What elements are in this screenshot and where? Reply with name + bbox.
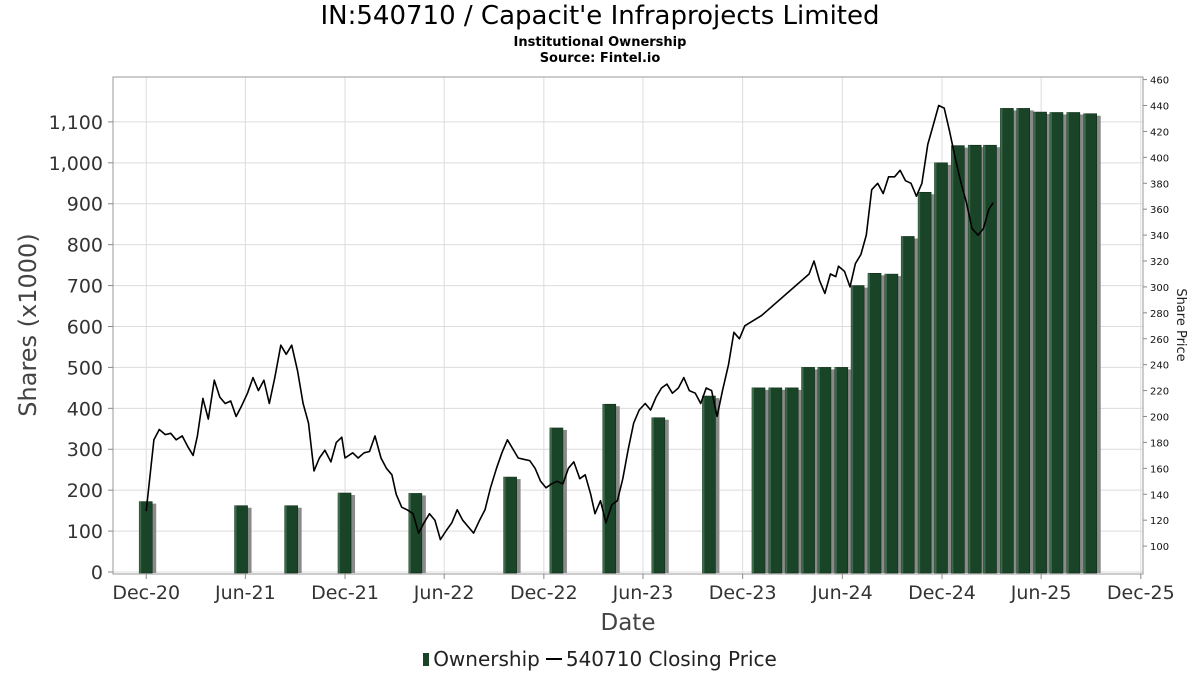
ownership-bar-highlight — [768, 387, 771, 573]
ownership-bar-highlight — [785, 387, 788, 573]
chart-source: Source: Fintel.io — [539, 51, 661, 66]
ownership-bar-highlight — [702, 396, 705, 573]
x-tick-label: Dec-25 — [1107, 582, 1175, 604]
y2-tick-label: 220 — [1150, 387, 1169, 398]
ownership-bar-highlight — [851, 285, 854, 573]
legend: Ownership 540710 Closing Price — [0, 647, 1200, 671]
y-tick-label: 700 — [67, 276, 103, 298]
chart-subtitle: Institutional Ownership — [513, 35, 687, 50]
y2-axis-title: Share Price — [1173, 288, 1188, 361]
ownership-bar-highlight — [284, 505, 287, 573]
ownership-bar-highlight — [934, 162, 937, 573]
x-tick-label: Jun-23 — [612, 582, 674, 604]
ownership-bar-highlight — [1016, 108, 1019, 573]
y2-tick-label: 460 — [1150, 76, 1169, 87]
y2-tick-label: 300 — [1150, 283, 1169, 294]
y-tick-label: 100 — [67, 521, 103, 543]
x-tick-label: Dec-24 — [908, 582, 976, 604]
x-tick-label: Jun-24 — [811, 582, 873, 604]
ownership-bar-highlight — [901, 236, 904, 573]
y-tick-label: 900 — [67, 194, 103, 216]
ownership-bar-highlight — [817, 367, 820, 573]
ownership-bar-highlight — [801, 367, 804, 573]
plot-frame — [112, 76, 1144, 575]
y2-tick-label: 140 — [1150, 490, 1169, 501]
y-tick-label: 300 — [67, 439, 103, 461]
y-tick-label: 500 — [67, 357, 103, 379]
y2-tick-label: 200 — [1150, 413, 1169, 424]
x-tick-label: Dec-21 — [311, 582, 379, 604]
y2-tick-label: 280 — [1150, 309, 1169, 320]
price-line — [145, 104, 994, 541]
ownership-bar-highlight — [234, 505, 237, 573]
ownership-bar-highlight — [651, 417, 654, 573]
line-layer — [145, 104, 994, 541]
y2-tick-label: 240 — [1150, 361, 1169, 372]
x-tick-label: Jun-22 — [413, 582, 475, 604]
y-tick-label: 0 — [91, 562, 103, 584]
ownership-bar-highlight — [983, 145, 986, 574]
x-tick-label: Jun-25 — [1010, 582, 1072, 604]
ownership-bar-highlight — [602, 404, 605, 573]
ownership-bar-highlight — [139, 501, 142, 573]
ownership-bar-highlight — [408, 493, 411, 573]
y2-tick-label: 360 — [1150, 205, 1169, 216]
y-tick-label: 800 — [67, 235, 103, 257]
y2-tick-label: 400 — [1150, 153, 1169, 164]
axis-layer: 0 100 200 300 400 500 600 700 800 900 1,000 1,100 10… — [49, 76, 1175, 604]
ownership-bar-highlight — [884, 274, 887, 573]
ownership-bar-highlight — [549, 427, 552, 573]
y2-tick-label: 160 — [1150, 464, 1169, 475]
chart-title: IN:540710 / Capacit'e Infraprojects Limi… — [320, 1, 880, 31]
y2-tick-label: 340 — [1150, 231, 1169, 242]
ownership-bar-highlight — [918, 192, 921, 573]
legend-ownership-label: Ownership — [433, 647, 540, 671]
y-tick-label: 400 — [67, 398, 103, 420]
y-axis-title: Shares (x1000) — [14, 233, 42, 416]
ownership-bar-highlight — [868, 273, 871, 573]
x-tick-label: Jun-21 — [214, 582, 276, 604]
legend-price-label: 540710 Closing Price — [565, 647, 777, 671]
y2-tick-label: 180 — [1150, 438, 1169, 449]
legend-ownership-swatch — [423, 653, 430, 666]
y-tick-label: 600 — [67, 316, 103, 338]
y2-tick-label: 100 — [1150, 542, 1169, 553]
ownership-bar-highlight — [834, 367, 837, 573]
ownership-bar-highlight — [951, 145, 954, 574]
ownership-bar-highlight — [338, 493, 341, 573]
legend-price-swatch — [545, 658, 562, 660]
ownership-bar-highlight — [1083, 113, 1086, 573]
y2-tick-label: 440 — [1150, 102, 1169, 113]
y2-tick-label: 380 — [1150, 179, 1169, 190]
ownership-bar-highlight — [1000, 108, 1003, 573]
ownership-bar-highlight — [1033, 112, 1036, 573]
ownership-bar-highlight — [503, 477, 506, 573]
y2-tick-label: 320 — [1150, 257, 1169, 268]
y-tick-label: 200 — [67, 480, 103, 502]
y2-tick-label: 420 — [1150, 127, 1169, 138]
y-tick-label: 1,100 — [49, 112, 103, 134]
ownership-bar-highlight — [1049, 112, 1052, 573]
y2-tick-label: 120 — [1150, 516, 1169, 527]
y2-tick-label: 260 — [1150, 335, 1169, 346]
y-tick-label: 1,000 — [49, 153, 103, 175]
ownership-bar-highlight — [1066, 112, 1069, 573]
x-tick-label: Dec-22 — [510, 582, 578, 604]
x-tick-label: Dec-20 — [112, 582, 180, 604]
ownership-bar-highlight — [751, 387, 754, 573]
x-tick-label: Dec-23 — [709, 582, 777, 604]
bar-layer — [138, 108, 1101, 574]
x-axis-title: Date — [601, 610, 656, 636]
ownership-bar-highlight — [968, 145, 971, 574]
